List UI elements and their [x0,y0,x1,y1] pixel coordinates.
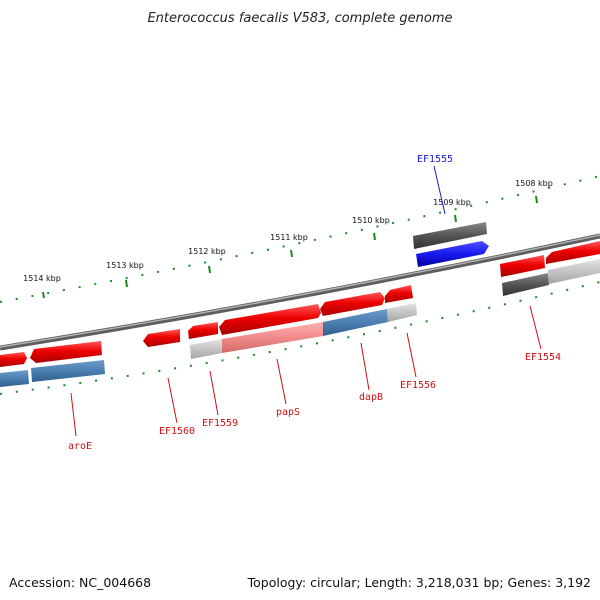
gene-ef1560[interactable] [143,329,180,347]
tick-label: 1510 kbp [352,216,390,225]
cds-feature[interactable] [190,339,222,359]
gene-label-dapb[interactable]: dapB [359,392,383,403]
gene-dapb[interactable] [320,292,385,316]
gene-label-ef1554[interactable]: EF1554 [525,352,561,363]
tick-label: 1511 kbp [270,233,308,242]
tick-label: 1514 kbp [23,274,61,283]
gene-feature[interactable] [413,222,487,249]
map-title: Enterococcus faecalis V583, complete gen… [147,11,452,26]
major-ticks [42,195,538,299]
gene-aroe[interactable] [30,341,102,363]
tick-label: 1512 kbp [188,247,226,256]
backbone-highlight [0,234,600,348]
tick-label: 1509 kbp [433,198,471,207]
gene-label-ef1555[interactable]: EF1555 [417,154,453,165]
gene-feature[interactable] [548,259,600,284]
cds-feature[interactable] [0,370,29,387]
label-leaders [70,165,542,437]
gene-label-ef1559[interactable]: EF1559 [202,418,238,429]
gene-label-ef1560[interactable]: EF1560 [159,426,195,437]
gene-ef1554[interactable] [546,241,600,264]
gene-paps[interactable] [219,304,321,335]
gene-feature[interactable] [502,273,549,296]
gene-ef1559[interactable] [188,322,218,339]
genome-backbone [0,233,600,351]
genome-summary: Topology: circular; Length: 3,218,031 bp… [247,575,591,590]
cds-feature[interactable] [387,303,417,322]
cds-feature[interactable] [222,322,323,353]
gene-label-aroe[interactable]: aroE [68,441,92,452]
cds-feature[interactable] [323,309,388,336]
tick-label: 1508 kbp [515,179,553,188]
accession-text: Accession: NC_004668 [9,575,151,590]
outer-tick-ring [0,175,600,303]
gene-ef1554-part[interactable] [500,255,545,277]
gene-feature[interactable] [0,352,27,367]
gene-ef1556[interactable] [385,285,413,303]
gene-label-paps[interactable]: papS [276,407,300,418]
gene-label-ef1556[interactable]: EF1556 [400,380,436,391]
cds-aroe[interactable] [31,360,105,382]
tick-label: 1513 kbp [106,261,144,270]
gene-ef1555[interactable] [416,241,489,267]
